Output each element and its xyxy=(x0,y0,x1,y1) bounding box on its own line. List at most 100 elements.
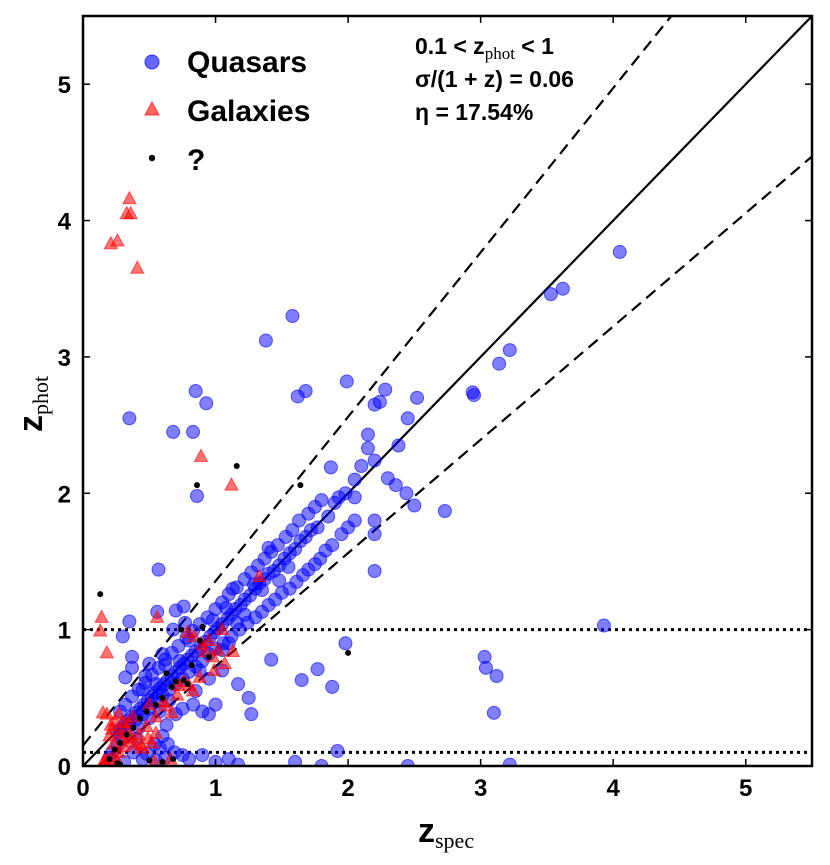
unknown-point xyxy=(130,724,137,731)
unknown-point xyxy=(196,637,203,644)
legend-galaxy-marker xyxy=(144,100,160,116)
quasar-point xyxy=(148,677,163,692)
y-axis-label-main: z xyxy=(12,415,50,432)
quasar-point xyxy=(241,690,256,705)
legend-unknown-label: ? xyxy=(187,144,205,177)
unknown-point xyxy=(159,694,166,701)
quasar-point xyxy=(122,411,137,426)
quasar-point xyxy=(327,495,342,510)
unknown-point xyxy=(345,649,352,656)
quasar-point xyxy=(301,506,316,521)
quasar-point xyxy=(367,527,382,542)
quasar-point xyxy=(555,281,570,296)
y-axis-label-sub: phot xyxy=(28,376,53,415)
x-tick-label: 0 xyxy=(76,775,89,802)
quasar-point xyxy=(378,382,393,397)
quasar-point xyxy=(168,603,183,618)
x-axis-label-sub: spec xyxy=(435,828,474,853)
quasar-point xyxy=(360,441,375,456)
quasar-point xyxy=(407,498,422,513)
quasar-point xyxy=(225,581,240,596)
unknown-point xyxy=(193,482,200,489)
quasar-point xyxy=(264,652,279,667)
galaxy-point xyxy=(225,643,241,657)
galaxy-point xyxy=(122,190,137,205)
galaxy-point xyxy=(214,621,230,636)
galaxy-point xyxy=(128,736,144,750)
quasar-point xyxy=(399,486,414,501)
stat-redshift-range: 0.1 < zphot < 1 xyxy=(415,33,554,63)
unknown-point xyxy=(172,678,179,685)
stat-eta: η = 17.54% xyxy=(415,99,533,125)
unknown-point xyxy=(111,746,118,753)
galaxy-point xyxy=(95,704,111,719)
galaxy-point xyxy=(169,687,185,701)
quasar-point xyxy=(288,754,303,766)
galaxy-point xyxy=(164,704,180,719)
quasar-point xyxy=(367,453,382,468)
quasar-point xyxy=(360,427,375,442)
quasar-point xyxy=(166,424,181,439)
galaxy-point xyxy=(149,609,165,623)
y-tick-label: 4 xyxy=(58,209,72,236)
galaxy-point xyxy=(210,642,226,656)
quasar-point xyxy=(195,704,210,719)
unknown-point xyxy=(117,739,124,746)
axis-ticks xyxy=(82,16,812,767)
quasar-point xyxy=(186,424,201,439)
statistics-annotation: 0.1 < zphot < 1 σ/(1 + z) = 0.06 η = 17.… xyxy=(415,33,574,125)
x-tick-label: 3 xyxy=(474,775,487,802)
quasar-point xyxy=(182,752,197,766)
stat-sigma: σ/(1 + z) = 0.06 xyxy=(415,66,574,92)
quasar-point xyxy=(612,244,627,259)
galaxy-point xyxy=(131,726,147,741)
y-tick-label: 1 xyxy=(58,618,71,645)
galaxy-point xyxy=(92,622,108,637)
data-points xyxy=(92,190,627,766)
y-tick-label: 2 xyxy=(58,481,71,508)
quasar-point xyxy=(478,660,493,675)
quasar-point xyxy=(334,527,349,542)
galaxy-point xyxy=(193,448,209,462)
galaxy-point xyxy=(126,708,141,723)
unknown-point xyxy=(233,463,240,469)
galaxy-point xyxy=(206,662,222,677)
x-axis-label: zspec xyxy=(418,812,474,853)
y-tick-label: 5 xyxy=(58,72,71,99)
quasar-point xyxy=(502,343,517,358)
quasar-point xyxy=(172,654,187,668)
legend-unknown-marker xyxy=(148,154,156,162)
quasar-point xyxy=(321,509,336,524)
quasar-point xyxy=(189,489,204,503)
galaxy-point xyxy=(197,643,213,657)
quasar-point xyxy=(258,333,273,348)
quasar-point xyxy=(391,438,406,453)
galaxy-point xyxy=(148,708,164,723)
unknown-point xyxy=(205,653,212,660)
quasar-point xyxy=(205,613,220,628)
stat-range-suffix: < 1 xyxy=(515,33,554,59)
quasar-point xyxy=(208,697,223,712)
quasar-point xyxy=(367,513,382,528)
quasar-point xyxy=(158,658,173,673)
quasar-point xyxy=(160,737,175,752)
quasar-point xyxy=(294,673,309,688)
series-quasars-group xyxy=(102,244,627,766)
legend-quasar-marker xyxy=(144,54,160,70)
quasar-point xyxy=(400,411,415,426)
galaxy-point xyxy=(192,669,207,683)
quasar-point xyxy=(199,396,214,411)
galaxy-point xyxy=(103,717,119,731)
quasar-point xyxy=(244,707,259,722)
unknown-point xyxy=(152,701,159,708)
legend-galaxy-label: Galaxies xyxy=(187,95,310,128)
unknown-point xyxy=(184,681,191,688)
galaxy-point xyxy=(141,696,157,711)
quasar-point xyxy=(135,682,150,697)
unknown-point xyxy=(97,591,104,598)
quasar-point xyxy=(285,309,300,323)
quasar-point xyxy=(410,390,425,405)
quasar-point xyxy=(543,287,558,302)
quasar-point xyxy=(338,636,353,651)
unknown-point xyxy=(168,683,175,690)
